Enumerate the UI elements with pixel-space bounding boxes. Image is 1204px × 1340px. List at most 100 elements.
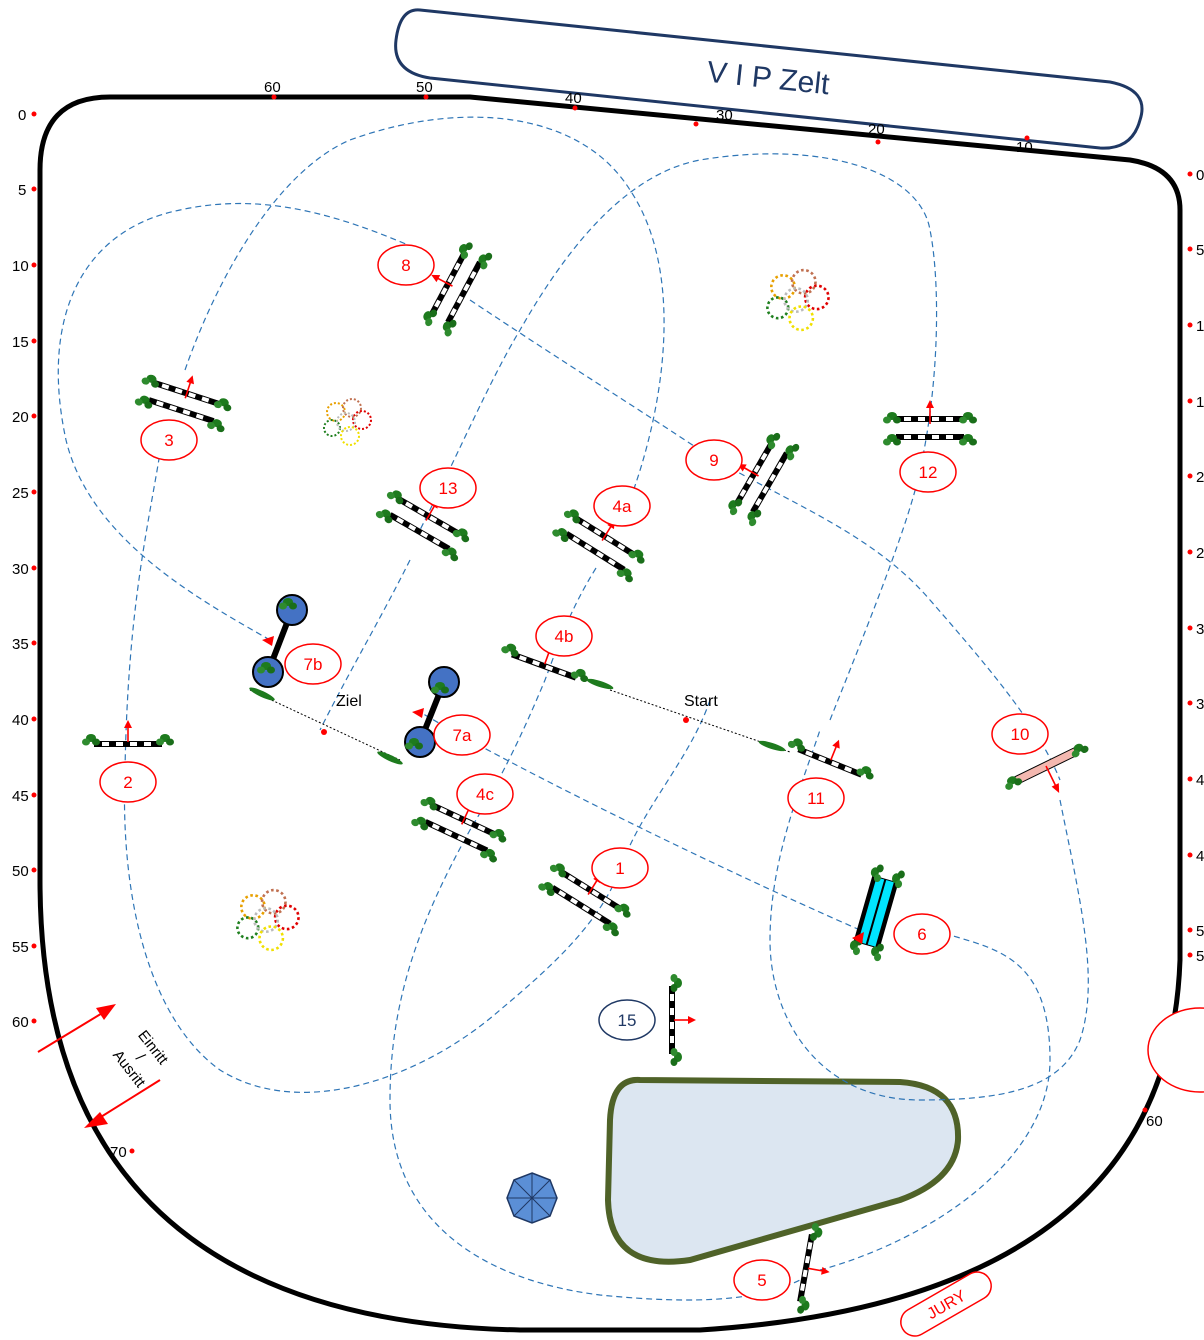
scale-right-30: 30 (1187, 621, 1204, 638)
svg-text:40: 40 (12, 712, 29, 729)
jump-label-2[interactable]: 2 (99, 761, 157, 803)
scale-left: 0 5 10 15 20 25 30 35 40 45 50 55 60 (12, 107, 37, 1031)
svg-text:10: 10 (1011, 725, 1030, 744)
svg-text:15: 15 (12, 334, 29, 351)
svg-text:55: 55 (12, 939, 29, 956)
scale-bottom-left: 70 (110, 1144, 135, 1161)
scale-left-30: 30 (12, 561, 37, 578)
entrance-label: Einritt / Ausritt (109, 1027, 174, 1091)
svg-text:30: 30 (1196, 621, 1204, 638)
svg-text:40: 40 (565, 90, 582, 107)
scale-left-20: 20 (12, 409, 37, 426)
jump-label-4c[interactable]: 4c (456, 773, 514, 815)
scale-top-60: 60 (264, 79, 281, 100)
jump-label-7b[interactable]: 7b (284, 643, 342, 685)
jump-label-15[interactable]: 15 (598, 999, 656, 1041)
scale-right: 0 5 10 15 20 25 30 35 40 45 50 55 60 (1142, 167, 1204, 1130)
svg-text:0: 0 (18, 107, 26, 124)
obstacle-11 (786, 723, 881, 782)
svg-text:50: 50 (1196, 923, 1204, 940)
jump-label-6[interactable]: 6 (893, 913, 951, 955)
scale-left-40: 40 (12, 712, 37, 729)
scale-right-15: 15 (1187, 394, 1204, 411)
jump-label-4b[interactable]: 4b (535, 615, 593, 657)
scale-top-40: 40 (565, 90, 582, 111)
jury-box: JURY (900, 1271, 992, 1337)
scale-top-20: 20 (868, 121, 885, 145)
jump-label-4a[interactable]: 4a (593, 485, 651, 527)
svg-text:12: 12 (919, 463, 938, 482)
scale-left-10: 10 (12, 258, 37, 275)
svg-text:13: 13 (439, 479, 458, 498)
svg-text:4c: 4c (476, 785, 494, 804)
jump-label-12[interactable]: 12 (899, 451, 957, 493)
svg-text:25: 25 (1196, 545, 1204, 562)
svg-text:35: 35 (12, 636, 29, 653)
umbrella-icon (506, 1172, 558, 1224)
svg-text:1: 1 (615, 859, 624, 878)
arena-border (37, 94, 1183, 1333)
svg-text:50: 50 (12, 863, 29, 880)
scale-right-35: 35 (1187, 696, 1204, 713)
svg-text:8: 8 (401, 256, 410, 275)
scale-right-5: 5 (1187, 242, 1204, 259)
jump-label-9[interactable]: 9 (685, 439, 743, 481)
scale-left-55: 55 (12, 939, 37, 956)
jump-label-5[interactable]: 5 (733, 1259, 791, 1301)
svg-text:30: 30 (716, 107, 733, 124)
scale-left-60: 60 (12, 1014, 37, 1031)
judge-box-right (1147, 1007, 1204, 1093)
jump-label-10[interactable]: 10 (991, 713, 1049, 755)
scale-right-40: 40 (1187, 772, 1204, 789)
jump-label-13[interactable]: 13 (419, 467, 477, 509)
svg-text:4a: 4a (613, 497, 632, 516)
scale-right-60: 60 (1142, 1107, 1163, 1130)
scale-right-20: 20 (1187, 469, 1204, 486)
jump-label-1[interactable]: 1 (591, 847, 649, 889)
scale-right-45: 45 (1187, 848, 1204, 865)
scale-left-0: 0 (18, 107, 37, 124)
scale-left-25: 25 (12, 485, 37, 502)
jump-label-3[interactable]: 3 (140, 419, 198, 461)
svg-text:10: 10 (12, 258, 29, 275)
svg-text:60: 60 (12, 1014, 29, 1031)
scale-left-50: 50 (12, 863, 37, 880)
obstacle-15 (669, 974, 696, 1066)
obstacle-7a (404, 666, 460, 758)
entrance-exit[interactable]: Einritt / Ausritt (37, 1004, 174, 1128)
svg-text:35: 35 (1196, 696, 1204, 713)
scale-right-0: 0 (1187, 167, 1204, 184)
svg-text:6: 6 (917, 925, 926, 944)
scale-top: 60 50 40 30 20 10 (264, 79, 1033, 156)
start-label: Start (684, 693, 718, 710)
scale-top-50: 50 (416, 79, 433, 100)
svg-text:7a: 7a (453, 726, 472, 745)
jump-label-11[interactable]: 11 (787, 777, 845, 819)
jump-label-7a[interactable]: 7a (433, 714, 491, 756)
scale-top-10: 10 (1016, 135, 1033, 156)
obstacle-5 (795, 1222, 838, 1317)
svg-text:10: 10 (1196, 318, 1204, 335)
svg-text:55: 55 (1196, 948, 1204, 965)
finish-label: Ziel (336, 693, 362, 710)
jump-labels: 8 3 13 4a 9 12 4b 7b 7a 10 2 11 4c 1 6 1… (99, 244, 1049, 1301)
svg-text:3: 3 (164, 431, 173, 450)
obstacle-12 (883, 400, 977, 446)
scale-left-35: 35 (12, 636, 37, 653)
svg-text:7b: 7b (304, 655, 323, 674)
svg-text:11: 11 (807, 789, 825, 808)
scale-right-10: 10 (1187, 318, 1204, 335)
jump-label-8[interactable]: 8 (377, 244, 435, 286)
flower-bed-center (323, 398, 372, 446)
svg-text:45: 45 (12, 788, 29, 805)
vip-tent: V I P Zelt (394, 8, 1144, 150)
svg-text:60: 60 (264, 79, 281, 96)
svg-text:2: 2 (123, 773, 132, 792)
svg-text:20: 20 (1196, 469, 1204, 486)
pond (604, 1076, 962, 1265)
svg-text:20: 20 (868, 121, 885, 138)
obstacle-6-water (847, 862, 906, 963)
svg-text:25: 25 (12, 485, 29, 502)
obstacle-10 (1002, 740, 1090, 793)
